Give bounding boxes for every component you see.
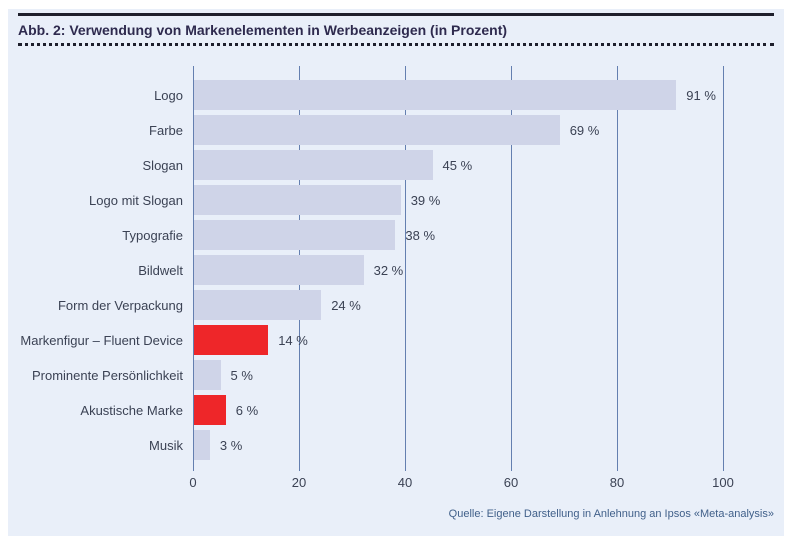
bar [194,185,401,215]
bar [194,220,396,250]
plot-cell: 91 % [193,78,784,113]
chart-row: Prominente Persönlichkeit 5 % [8,358,784,393]
category-label: Logo [154,88,183,103]
gridline-100 [723,66,724,471]
title-top-rule [18,13,774,16]
value-label: 91 % [686,88,716,103]
bar [194,360,221,390]
value-label: 3 % [219,438,243,453]
plot-cell: 24 % [193,288,784,323]
chart-row: Typografie 38 % [8,218,784,253]
plot-cell: 45 % [193,148,784,183]
plot-cell: 14 % [193,323,784,358]
figure-panel: Abb. 2: Verwendung von Markenelementen i… [8,9,784,536]
bar [194,255,364,285]
category-label: Markenfigur – Fluent Device [20,333,183,348]
x-axis-tick-labels: 0 20 40 60 80 100 [189,475,733,493]
chart-row: Akustische Marke 6 % [8,393,784,428]
figure-title: Abb. 2: Verwendung von Markenelementen i… [18,22,508,38]
chart-row: Slogan 45 % [8,148,784,183]
chart-row: Logo mit Slogan 39 % [8,183,784,218]
plot-cell: 38 % [193,218,784,253]
category-label: Form der Verpackung [57,298,183,313]
value-label: 69 % [569,123,600,138]
value-label: 6 % [235,403,259,418]
gridline-0 [193,66,194,471]
x-axis-tick-label: 80 [609,475,625,490]
bar [194,150,433,180]
x-axis-tick-label: 40 [397,475,413,490]
category-label: Akustische Marke [80,403,183,418]
category-label: Logo mit Slogan [89,193,183,208]
x-axis-tick-label: 100 [712,475,734,490]
gridline-40 [405,66,406,471]
plot-cell: 32 % [193,253,784,288]
value-label: 38 % [405,228,436,243]
chart-row: Markenfigur – Fluent Device 14 % [8,323,784,358]
chart-row: Logo 91 % [8,78,784,113]
bar-highlighted [194,325,269,355]
category-label: Typografie [122,228,183,243]
category-label: Farbe [149,123,183,138]
category-label: Prominente Persönlichkeit [31,368,183,383]
bar [194,290,322,320]
category-label: Musik [149,438,183,453]
bar-highlighted [194,395,226,425]
chart-row: Musik 3 % [8,428,784,463]
plot-cell: 6 % [193,393,784,428]
plot-cell: 3 % [193,428,784,463]
x-axis-tick-label: 20 [291,475,307,490]
plot-cell: 69 % [193,113,784,148]
title-dotted-divider [18,43,774,46]
plot-cell: 5 % [193,358,784,393]
value-label: 24 % [331,298,361,313]
category-label: Bildwelt [138,263,183,278]
value-label: 39 % [410,193,441,208]
value-label: 14 % [278,333,308,348]
value-label: 5 % [230,368,253,383]
bar [194,80,677,110]
gridline-60 [511,66,512,471]
value-label: 45 % [442,158,473,173]
x-axis-tick-label: 0 [189,475,197,490]
bar-chart: Logo 91 % Farbe 69 % Slogan 45 % Logo mit Slog… [8,78,784,463]
x-axis-tick-label: 60 [503,475,519,490]
chart-row: Form der Verpackung 24 % [8,288,784,323]
bar [194,430,210,460]
chart-row: Bildwelt 32 % [8,253,784,288]
category-label: Slogan [142,158,183,173]
bar [194,115,560,145]
plot-cell: 39 % [193,183,784,218]
value-label: 32 % [373,263,404,278]
chart-row: Farbe 69 % [8,113,784,148]
gridline-80 [617,66,618,471]
source-note: Quelle: Eigene Darstellung in Anlehnung … [448,508,774,520]
